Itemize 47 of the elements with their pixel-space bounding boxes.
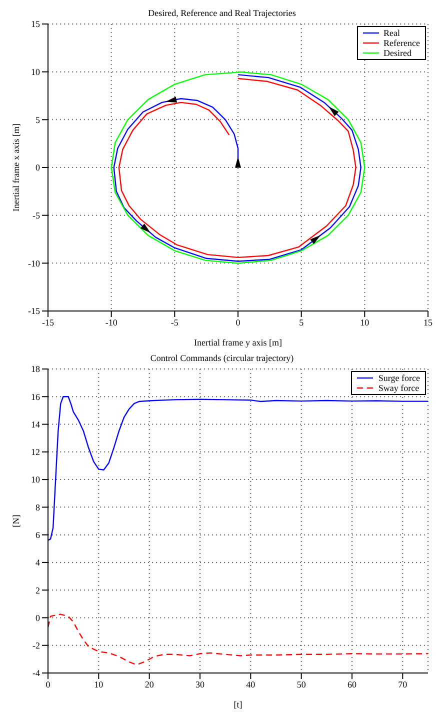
y-tick-label: -2 [32, 640, 40, 651]
x-tick-label: 15 [424, 317, 433, 328]
y-tick-label: 16 [31, 392, 40, 402]
line-series [48, 396, 428, 541]
x-tick-label: 0 [46, 679, 51, 690]
x-tick-label: 5 [299, 317, 304, 328]
x-axis-title: Inertial frame y axis [m] [194, 337, 282, 348]
line-series [48, 614, 428, 666]
y-tick-label: 15 [31, 19, 40, 30]
y-tick-label: 4 [36, 558, 40, 568]
x-tick-label: 20 [144, 679, 154, 690]
x-tick-label: 40 [246, 679, 256, 690]
y-tick-label: 5 [36, 114, 40, 125]
y-tick-label: 2 [36, 585, 40, 596]
y-tick-label: 14 [31, 419, 40, 430]
y-tick-label: 12 [31, 447, 40, 458]
x-tick-label: 30 [196, 679, 205, 690]
x-tick-label: 70 [398, 679, 408, 690]
x-tick-label: 10 [360, 317, 370, 328]
y-tick-label: 6 [36, 530, 40, 540]
x-tick-label: -15 [42, 317, 54, 328]
y-tick-label: -4 [32, 668, 40, 678]
y-tick-label: 10 [31, 474, 40, 485]
legend-label: Sway force [378, 383, 420, 393]
x-axis-title: [t] [234, 699, 242, 710]
y-tick-label: 8 [36, 502, 40, 512]
y-tick-label: 10 [31, 67, 40, 78]
legend-label: Real [384, 28, 400, 38]
y-tick-label: 18 [31, 364, 40, 374]
y-axis-title: Inertial frame x axis [m] [11, 124, 22, 212]
y-tick-label: -15 [28, 306, 40, 316]
chart-title: Desired, Reference and Real Trajectories [147, 8, 297, 20]
x-tick-label: -10 [105, 317, 118, 328]
y-tick-label: -5 [32, 210, 40, 221]
legend-label: Surge force [378, 373, 420, 383]
legend-label: Reference [384, 38, 420, 48]
x-tick-label: 60 [348, 679, 357, 690]
x-tick-label: 50 [296, 679, 306, 690]
x-tick-label: 10 [94, 679, 104, 690]
y-axis-title: [N] [11, 514, 22, 528]
x-tick-label: 0 [236, 317, 241, 328]
y-tick-label: -10 [28, 258, 40, 268]
x-tick-label: -5 [170, 317, 179, 328]
y-tick-label: 0 [36, 162, 40, 173]
y-tick-label: 0 [36, 612, 40, 623]
chart-title: Control Commands (circular trajectory) [149, 353, 295, 365]
legend-label: Desired [384, 48, 412, 58]
